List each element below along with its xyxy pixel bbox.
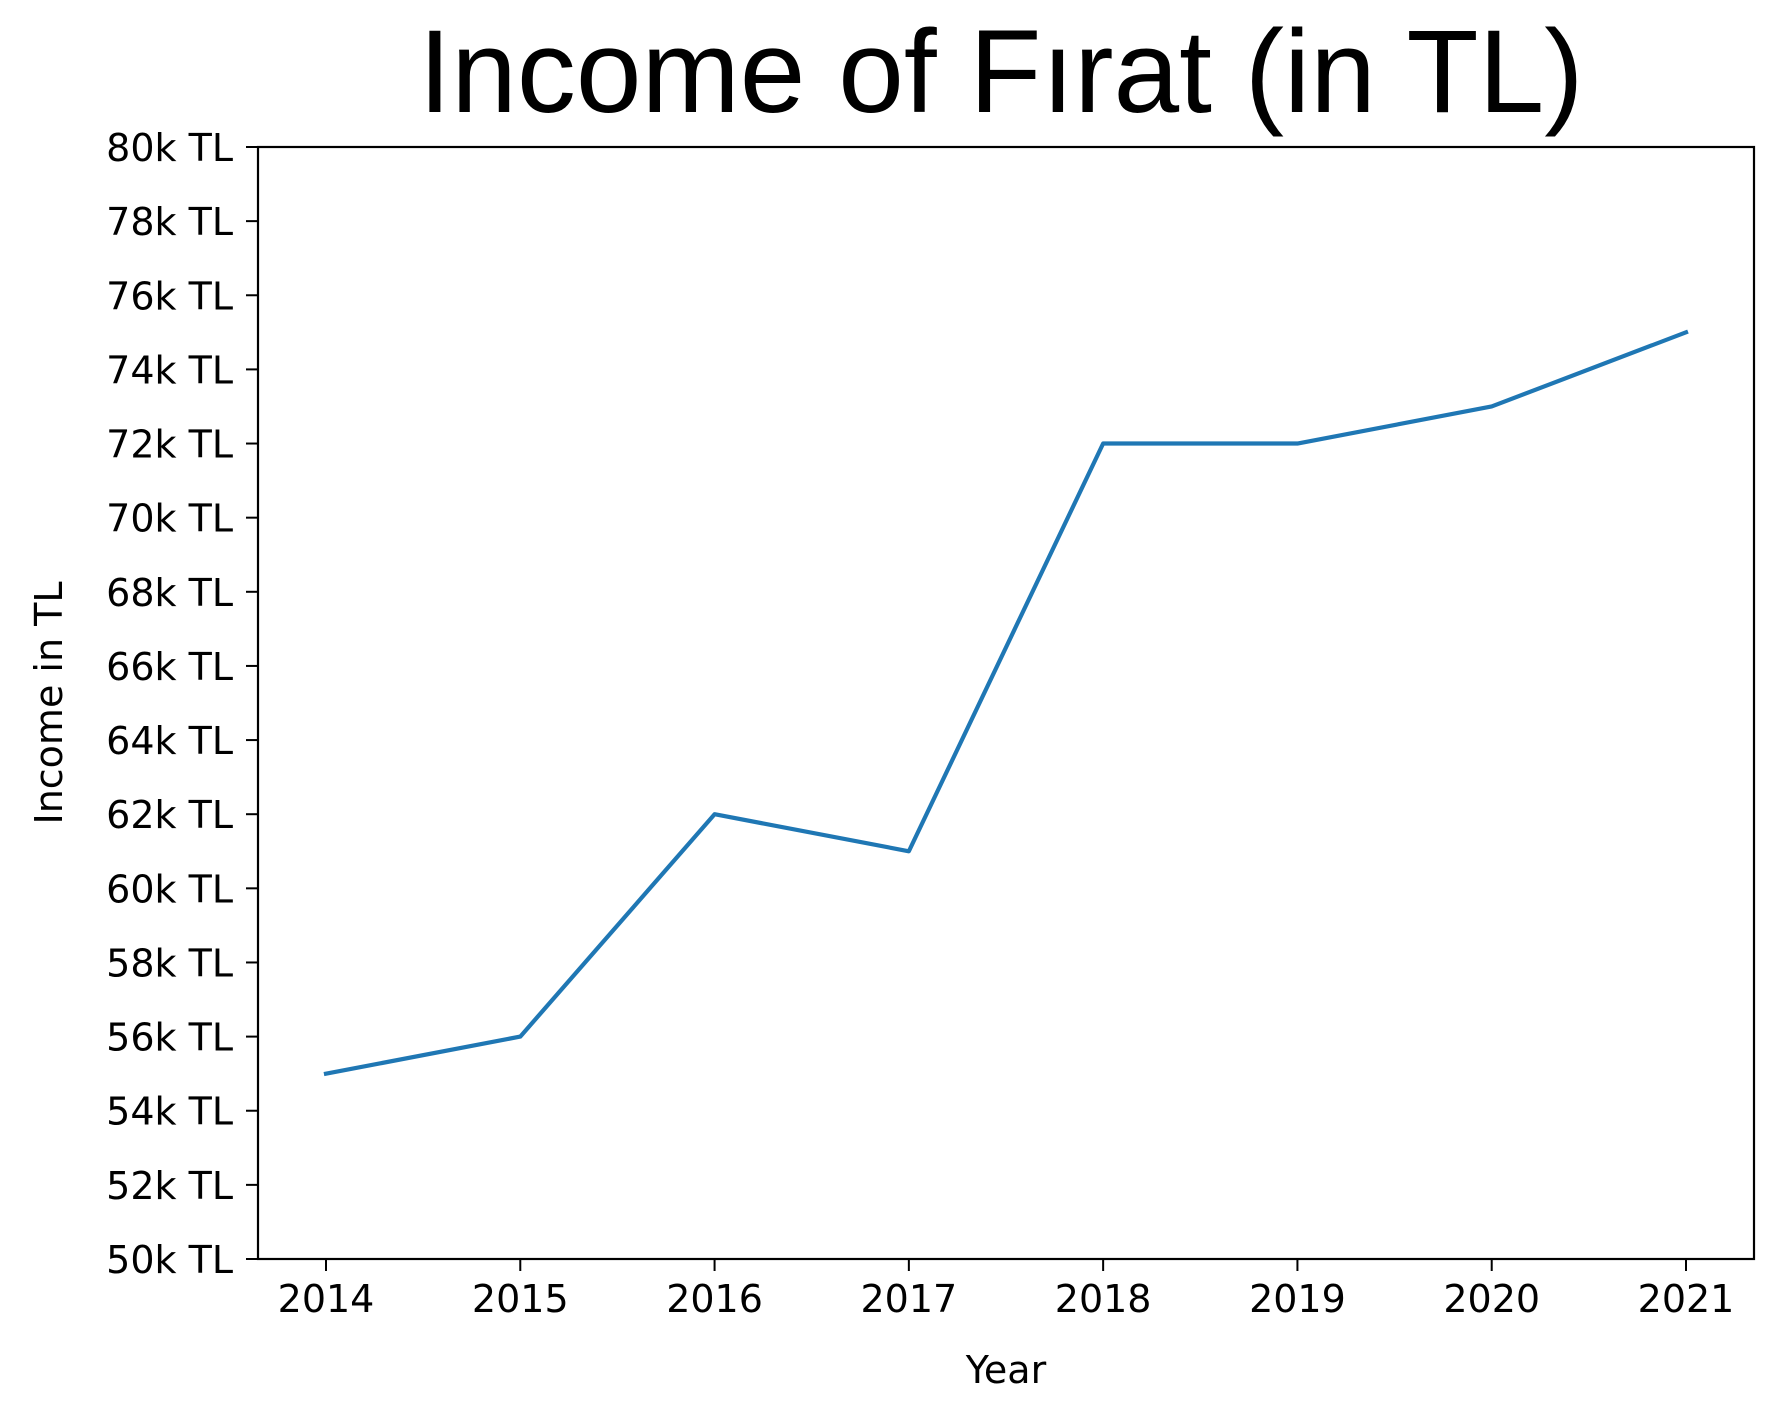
x-axis: 2014 2015 2016 2017 2018 2019 2020 2021 [278, 1259, 1735, 1321]
y-tick-label: 72k TL [106, 423, 233, 467]
y-tick-label: 56k TL [106, 1016, 233, 1060]
x-axis-label: Year [965, 1348, 1047, 1392]
y-tick-label: 70k TL [106, 497, 233, 541]
y-tick-label: 66k TL [106, 645, 233, 689]
plot-area [326, 332, 1686, 1074]
y-tick-label: 80k TL [106, 126, 233, 170]
y-tick-label: 68k TL [106, 571, 233, 615]
y-tick-label: 50k TL [106, 1238, 233, 1282]
y-tick-label: 58k TL [106, 941, 233, 985]
y-tick-label: 74k TL [106, 348, 233, 392]
x-tick-label: 2018 [1055, 1277, 1152, 1321]
x-tick-label: 2017 [860, 1277, 957, 1321]
y-tick-label: 54k TL [106, 1090, 233, 1134]
y-tick-label: 52k TL [106, 1164, 233, 1208]
x-tick-label: 2016 [666, 1277, 763, 1321]
x-tick-label: 2020 [1443, 1277, 1540, 1321]
y-tick-label: 64k TL [106, 719, 233, 763]
x-tick-label: 2014 [278, 1277, 375, 1321]
y-axis-label: Income in TL [27, 581, 71, 824]
x-tick-label: 2015 [472, 1277, 569, 1321]
x-tick-label: 2019 [1249, 1277, 1346, 1321]
series-line [326, 332, 1686, 1073]
y-tick-label: 76k TL [106, 274, 233, 318]
chart-title: Income of Fırat (in TL) [418, 6, 1583, 138]
y-axis: 50k TL 52k TL 54k TL 56k TL 58k TL 60k TL 62k … [106, 126, 258, 1282]
x-tick-label: 2021 [1638, 1277, 1735, 1321]
axes-frame [258, 147, 1754, 1259]
y-tick-label: 62k TL [106, 793, 233, 837]
y-tick-label: 60k TL [106, 867, 233, 911]
y-tick-label: 78k TL [106, 200, 233, 244]
